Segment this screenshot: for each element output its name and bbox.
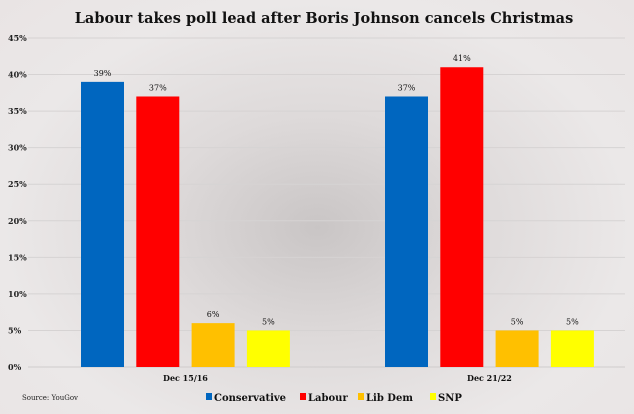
legend-swatch [358, 393, 364, 400]
y-tick-label: 35% [8, 106, 27, 116]
y-tick-label: 45% [8, 33, 27, 43]
bar-conservative [81, 81, 124, 367]
data-label: 39% [94, 69, 112, 78]
bar-lib-dem [191, 323, 235, 367]
source-note: Source: YouGov [22, 394, 78, 402]
y-tick-label: 5% [8, 325, 22, 335]
legend-swatch [206, 393, 212, 400]
y-tick-label: 30% [8, 143, 27, 153]
y-tick-label: 0% [8, 362, 22, 372]
bar-labour [440, 67, 484, 367]
y-tick-label: 20% [8, 216, 27, 226]
legend-swatch [300, 393, 306, 400]
legend-swatch [430, 393, 436, 400]
bar-lib-dem [495, 330, 539, 367]
bar-snp [246, 330, 290, 367]
y-tick-label: 25% [8, 179, 27, 189]
bar-snp [550, 330, 594, 367]
data-label: 37% [398, 83, 416, 92]
legend-label: Lib Dem [366, 393, 413, 404]
x-category-label: Dec 15/16 [163, 373, 208, 383]
data-label: 37% [149, 83, 167, 92]
y-tick-label: 40% [8, 70, 27, 80]
legend-label: Conservative [214, 393, 286, 404]
bar-labour [136, 96, 180, 367]
x-category-label: Dec 21/22 [467, 373, 512, 383]
chart-title: Labour takes poll lead after Boris Johns… [75, 10, 574, 27]
y-tick-label: 15% [8, 252, 27, 262]
data-label: 41% [453, 54, 471, 63]
legend-label: Labour [308, 393, 348, 404]
bar-conservative [385, 96, 428, 367]
data-label: 5% [262, 317, 275, 326]
data-label: 5% [511, 317, 524, 326]
data-label: 5% [566, 317, 579, 326]
legend-label: SNP [438, 393, 462, 404]
data-label: 6% [207, 310, 220, 319]
y-tick-label: 10% [8, 289, 27, 299]
